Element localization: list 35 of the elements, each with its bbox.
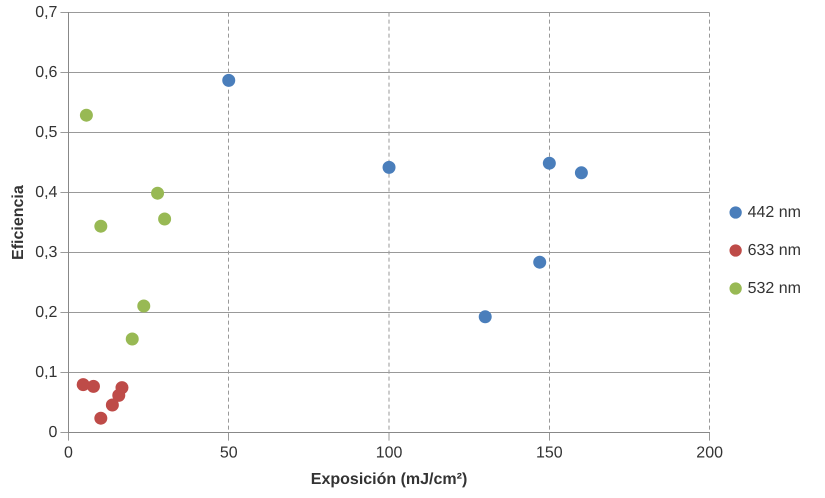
x-tick-label: 0 xyxy=(64,444,73,462)
y-tick-label: 0,1 xyxy=(35,364,58,382)
x-tick-label: 50 xyxy=(220,444,238,462)
point xyxy=(80,108,93,122)
y-tick-label: 0,4 xyxy=(35,184,58,202)
point xyxy=(137,300,150,312)
y-tick-label: 0,2 xyxy=(35,304,58,322)
y-tick-label: 0 xyxy=(48,424,58,442)
point xyxy=(382,160,396,174)
y-axis-title: Eficiencia xyxy=(10,185,28,260)
point xyxy=(86,380,100,393)
x-tick-label: 200 xyxy=(696,444,724,462)
y-tick-label: 0,7 xyxy=(35,4,58,22)
legend-label: 442 nm xyxy=(748,204,802,221)
y-tick-label: 0,5 xyxy=(35,124,58,142)
point xyxy=(158,212,172,226)
point xyxy=(533,256,546,269)
point xyxy=(115,381,128,394)
point xyxy=(478,310,492,324)
point xyxy=(574,166,588,180)
point xyxy=(106,398,119,412)
point xyxy=(222,74,236,87)
x-tick-label: 100 xyxy=(376,444,402,462)
y-tick-label: 0,6 xyxy=(35,64,58,82)
point xyxy=(94,412,108,425)
point xyxy=(542,156,556,170)
point xyxy=(94,220,108,233)
y-tick-label: 0,3 xyxy=(35,244,58,262)
point xyxy=(151,186,164,200)
x-tick-label: 150 xyxy=(536,444,563,462)
point xyxy=(126,332,139,346)
point xyxy=(76,378,90,392)
x-axis-title: Exposición (mJ/cm²) xyxy=(310,470,468,488)
legend-label: 532 nm xyxy=(748,280,802,297)
legend-label: 633 nm xyxy=(748,242,802,259)
